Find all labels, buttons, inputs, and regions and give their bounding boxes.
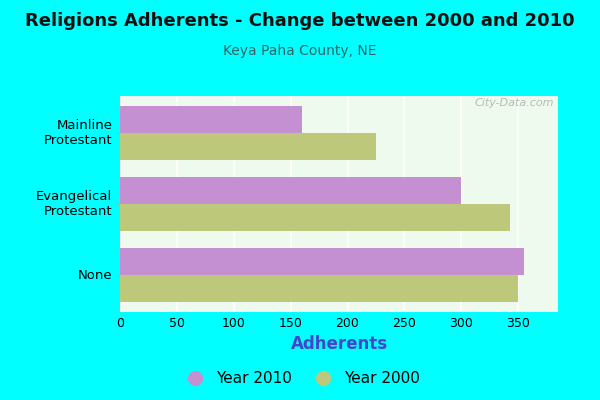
X-axis label: Adherents: Adherents [290, 336, 388, 354]
Bar [120, 106, 302, 133]
Legend: Year 2010, Year 2000: Year 2010, Year 2000 [174, 365, 426, 392]
Text: Keya Paha County, NE: Keya Paha County, NE [223, 44, 377, 58]
Bar [120, 275, 518, 302]
Bar [120, 177, 461, 204]
Text: City-Data.com: City-Data.com [474, 98, 554, 108]
Bar [120, 248, 524, 275]
Text: Religions Adherents - Change between 2000 and 2010: Religions Adherents - Change between 200… [25, 12, 575, 30]
Bar [120, 133, 376, 160]
Bar [120, 204, 510, 231]
